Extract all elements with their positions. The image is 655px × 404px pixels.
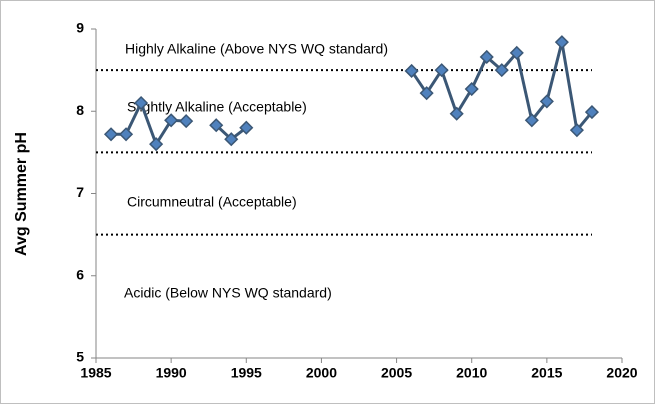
y-tick-label: 5: [76, 349, 84, 365]
x-tick-label: 1995: [231, 365, 262, 381]
marker: [149, 137, 164, 152]
annotation: Highly Alkaline (Above NYS WQ standard): [125, 41, 388, 57]
marker: [449, 106, 464, 121]
y-tick-label: 6: [76, 266, 84, 282]
marker: [179, 114, 194, 129]
x-tick-label: 2010: [456, 365, 487, 381]
y-tick-label: 7: [76, 184, 84, 200]
marker: [539, 94, 554, 109]
marker: [209, 118, 224, 133]
x-tick-label: 2000: [306, 365, 337, 381]
marker: [584, 105, 600, 120]
x-tick-label: 1985: [80, 365, 111, 381]
marker: [419, 86, 434, 101]
marker: [404, 63, 419, 79]
marker: [134, 95, 149, 111]
marker: [434, 63, 449, 78]
y-tick-label: 8: [76, 102, 84, 118]
marker: [509, 45, 524, 60]
marker: [118, 127, 134, 142]
y-tick-label: 9: [76, 20, 84, 36]
annotation: Slightly Alkaline (Acceptable): [127, 99, 307, 115]
marker: [494, 63, 509, 78]
marker: [164, 113, 179, 128]
marker: [224, 132, 239, 147]
marker: [479, 49, 494, 65]
marker: [554, 35, 569, 50]
annotation: Circumneutral (Acceptable): [127, 194, 297, 210]
marker: [464, 81, 479, 97]
marker: [524, 113, 539, 128]
x-tick-label: 1990: [156, 365, 187, 381]
x-tick-label: 2020: [606, 365, 637, 381]
marker: [239, 120, 254, 135]
marker: [569, 123, 584, 138]
x-tick-label: 2015: [531, 365, 562, 381]
annotation: Acidic (Below NYS WQ standard): [124, 285, 332, 301]
x-tick-label: 2005: [381, 365, 412, 381]
y-axis-label: Avg Summer pH: [13, 132, 30, 256]
marker: [103, 127, 119, 142]
